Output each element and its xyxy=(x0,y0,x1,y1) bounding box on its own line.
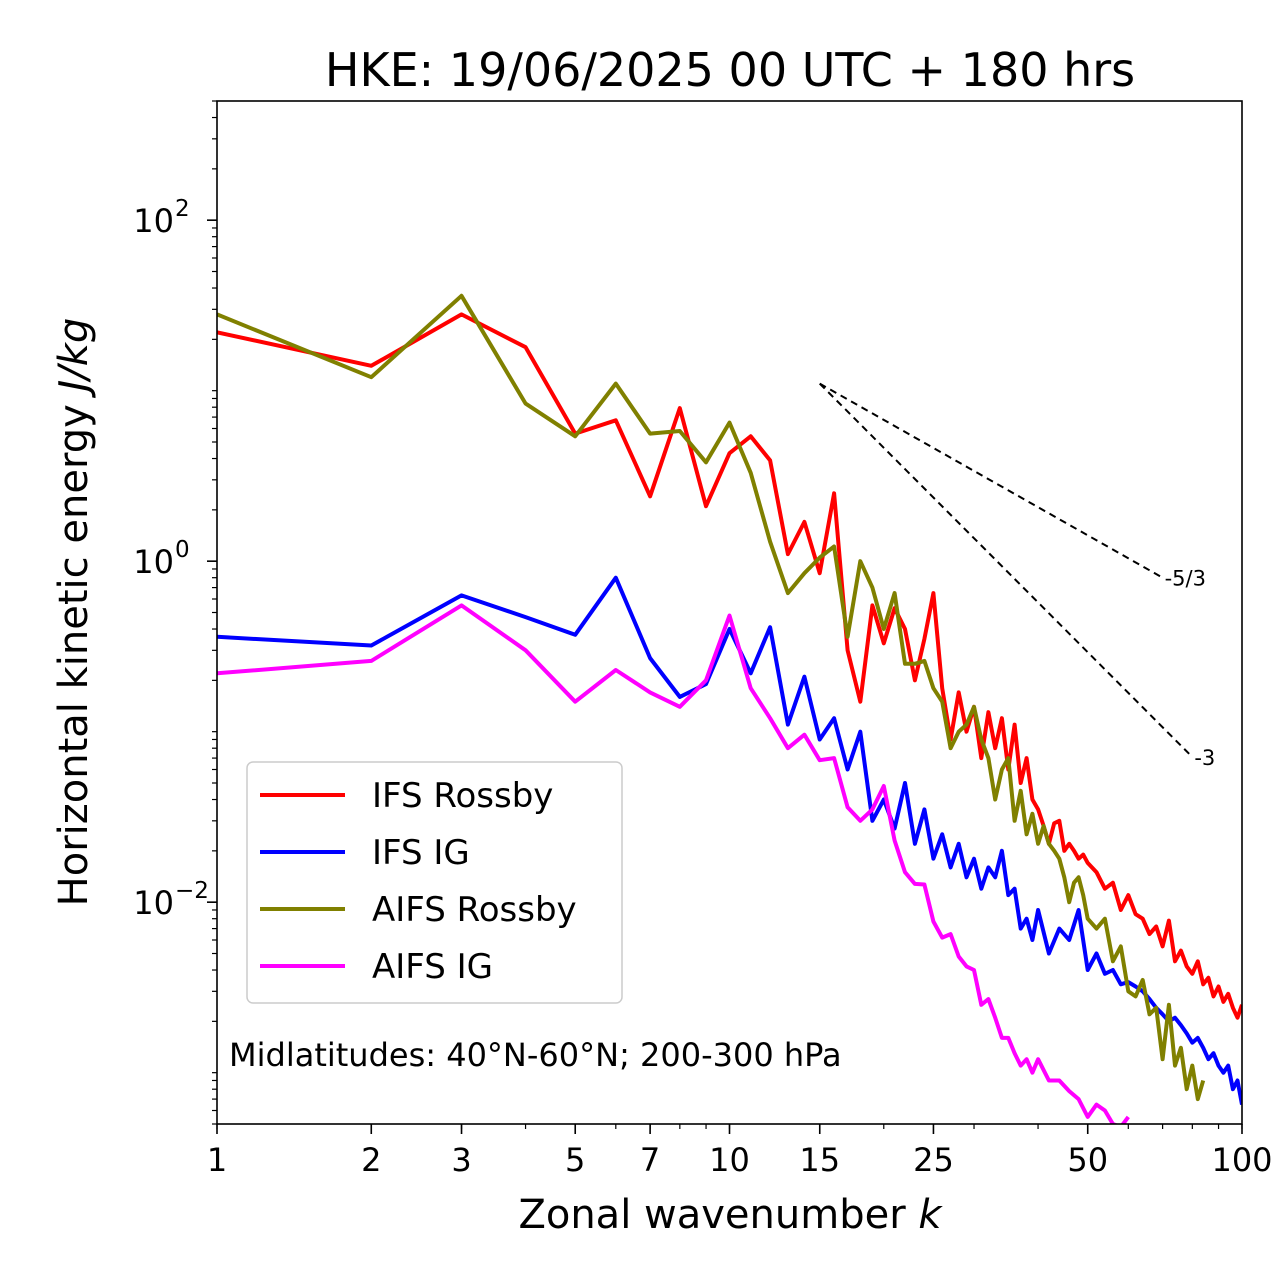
reference-line-label-1: -5/3 xyxy=(1165,567,1206,591)
y-tick-label: 10 xyxy=(133,884,174,922)
y-axis-label: Horizontal kinetic energy J/kg xyxy=(51,318,97,907)
x-tick-label: 50 xyxy=(1067,1141,1108,1179)
x-tick-label: 25 xyxy=(913,1141,954,1179)
x-tick-label: 3 xyxy=(451,1141,471,1179)
legend-label-2: IFS IG xyxy=(372,833,470,873)
y-axis-label-text: Horizontal kinetic energy xyxy=(51,404,97,906)
x-axis-label-text: Zonal wavenumber xyxy=(518,1192,906,1238)
legend: IFS Rossby IFS IG AIFS Rossby AIFS IG xyxy=(246,761,623,1004)
series-line-1 xyxy=(217,312,1242,1020)
y-tick-label: 10 xyxy=(133,202,174,240)
y-tick-exponent: −2 xyxy=(175,878,209,904)
x-tick-label: 100 xyxy=(1211,1141,1272,1179)
x-tick-label: 15 xyxy=(799,1141,840,1179)
x-tick-label: 1 xyxy=(207,1141,227,1179)
reference-lines: -5/3 -3 xyxy=(819,382,1215,770)
x-axis-label-symbol: k xyxy=(918,1192,943,1238)
x-tick-label: 2 xyxy=(361,1141,381,1179)
x-axis-ticks: 1 2 3 5 7 10 15 25 50 100 xyxy=(207,1124,1273,1179)
x-tick-label: 7 xyxy=(640,1141,660,1179)
series-line-2 xyxy=(217,575,1242,1105)
y-tick-exponent: 0 xyxy=(175,537,190,563)
series-layer xyxy=(217,293,1242,1124)
legend-label-1: IFS Rossby xyxy=(372,776,553,816)
reference-line-1 xyxy=(819,382,1164,579)
legend-label-4: AIFS IG xyxy=(372,947,493,987)
legend-box xyxy=(246,761,623,1004)
x-axis-label: Zonal wavenumber k xyxy=(518,1192,943,1238)
series-line-3 xyxy=(217,293,1206,1102)
legend-label-3: AIFS Rossby xyxy=(372,890,577,930)
y-tick-label: 10 xyxy=(133,543,174,581)
region-annotation: Midlatitudes: 40°N-60°N; 200-300 hPa xyxy=(229,1036,842,1074)
x-tick-label: 5 xyxy=(565,1141,585,1179)
chart-title: HKE: 19/06/2025 00 UTC + 180 hrs xyxy=(325,43,1135,97)
y-axis-label-unit: J/kg xyxy=(51,318,97,399)
series-line-4 xyxy=(217,603,1130,1124)
legend-items: IFS Rossby IFS IG AIFS Rossby AIFS IG xyxy=(260,776,577,987)
reference-line-2 xyxy=(819,382,1194,758)
reference-line-label-2: -3 xyxy=(1194,746,1215,770)
y-tick-exponent: 2 xyxy=(175,196,190,222)
x-tick-label: 10 xyxy=(709,1141,750,1179)
